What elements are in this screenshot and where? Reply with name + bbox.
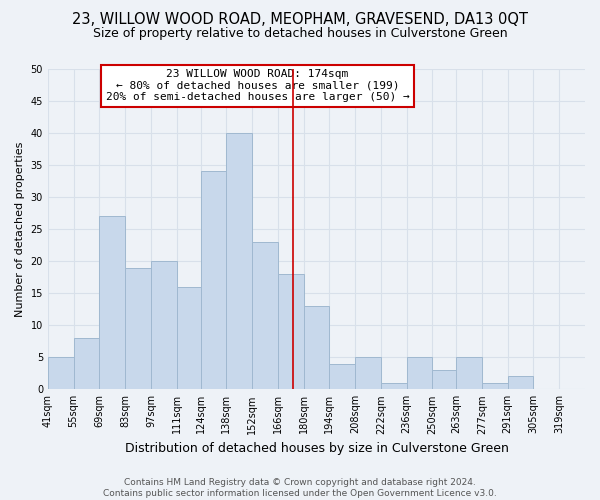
Text: 23, WILLOW WOOD ROAD, MEOPHAM, GRAVESEND, DA13 0QT: 23, WILLOW WOOD ROAD, MEOPHAM, GRAVESEND… (72, 12, 528, 28)
Bar (456, 358, 482, 390)
Y-axis label: Number of detached properties: Number of detached properties (15, 142, 25, 317)
Bar (151, 261, 176, 390)
Bar (200, 172, 226, 390)
Bar (48, 358, 74, 390)
Bar (433, 370, 456, 390)
Bar (407, 358, 433, 390)
Bar (329, 364, 355, 390)
Bar (176, 287, 200, 390)
Text: 23 WILLOW WOOD ROAD: 174sqm
← 80% of detached houses are smaller (199)
20% of se: 23 WILLOW WOOD ROAD: 174sqm ← 80% of det… (106, 69, 409, 102)
Bar (278, 274, 304, 390)
Bar (508, 376, 533, 390)
Text: Contains HM Land Registry data © Crown copyright and database right 2024.
Contai: Contains HM Land Registry data © Crown c… (103, 478, 497, 498)
Bar (125, 268, 151, 390)
Bar (355, 358, 381, 390)
Bar (74, 338, 100, 390)
Bar (304, 306, 329, 390)
Bar (252, 242, 278, 390)
X-axis label: Distribution of detached houses by size in Culverstone Green: Distribution of detached houses by size … (125, 442, 508, 455)
Bar (482, 383, 508, 390)
Bar (381, 383, 407, 390)
Bar (100, 216, 125, 390)
Bar (226, 133, 252, 390)
Text: Size of property relative to detached houses in Culverstone Green: Size of property relative to detached ho… (92, 28, 508, 40)
